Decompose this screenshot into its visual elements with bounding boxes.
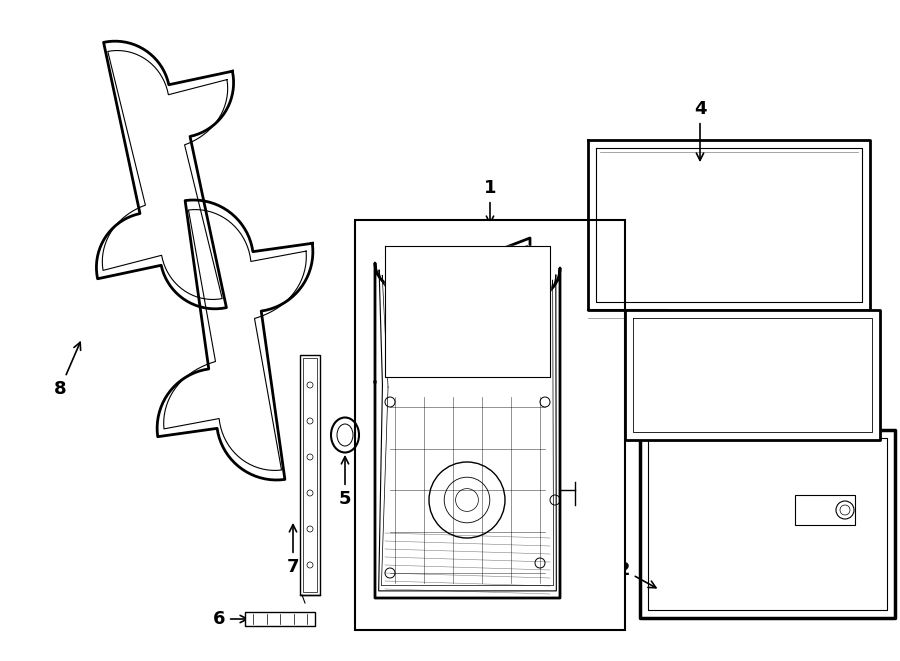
Bar xyxy=(355,220,625,630)
Polygon shape xyxy=(158,200,313,480)
Polygon shape xyxy=(640,430,895,618)
Text: 2: 2 xyxy=(617,561,656,588)
Text: 8: 8 xyxy=(54,342,81,398)
Text: 5: 5 xyxy=(338,457,351,508)
Text: 1: 1 xyxy=(484,179,496,223)
Text: 4: 4 xyxy=(694,100,706,161)
Polygon shape xyxy=(625,310,880,440)
Bar xyxy=(303,358,317,592)
Bar xyxy=(245,612,315,626)
Polygon shape xyxy=(588,140,870,310)
Polygon shape xyxy=(96,41,234,309)
Polygon shape xyxy=(375,238,560,598)
Text: 6: 6 xyxy=(212,610,248,628)
Text: 3: 3 xyxy=(740,366,788,384)
Polygon shape xyxy=(385,246,550,377)
Text: 7: 7 xyxy=(287,525,299,576)
Bar xyxy=(795,495,855,525)
Bar xyxy=(300,355,320,595)
